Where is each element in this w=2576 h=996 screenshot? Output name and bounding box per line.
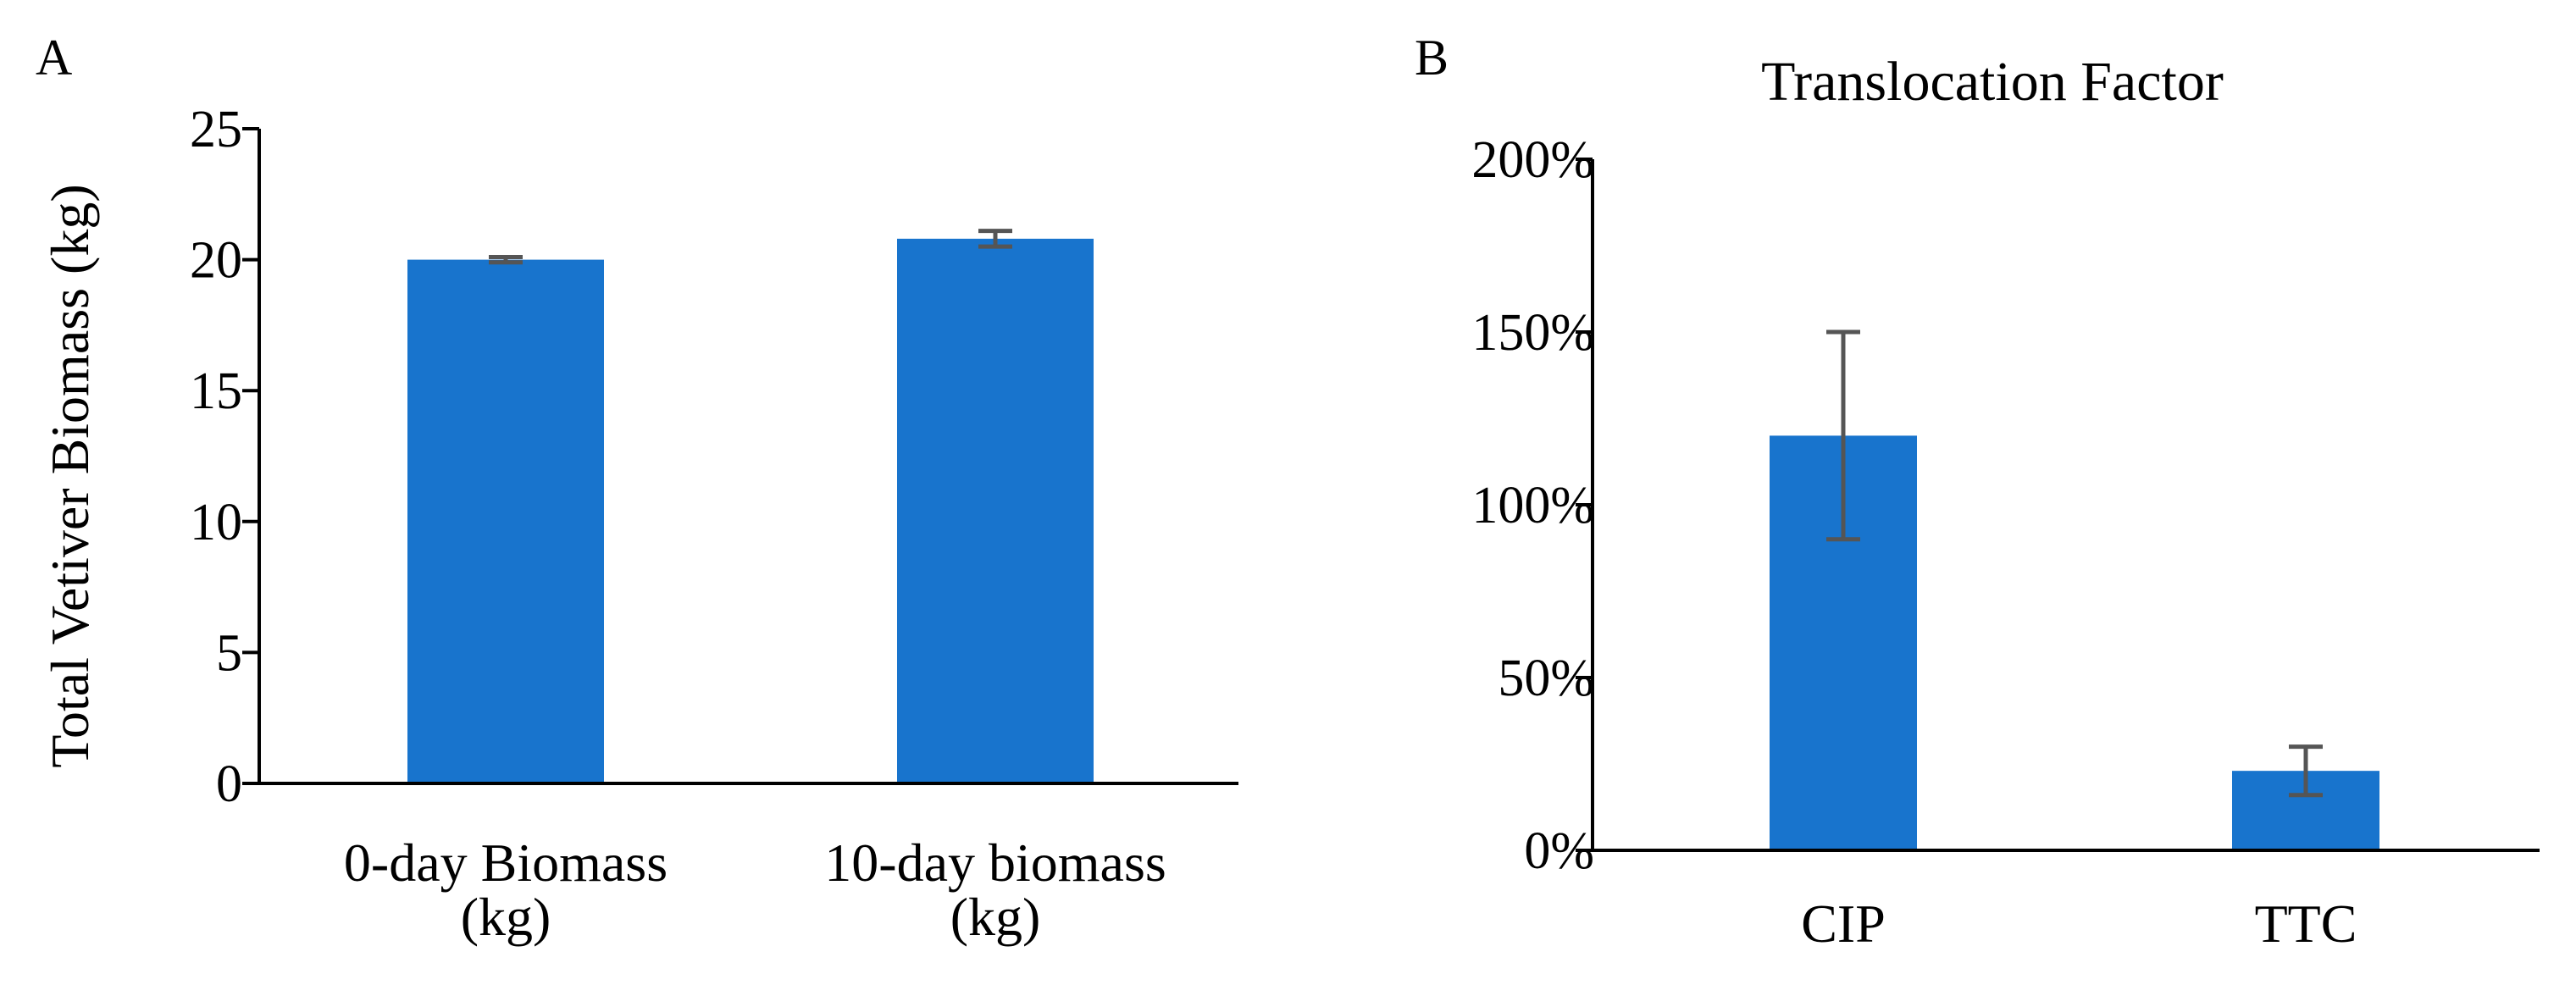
panel-b-error-bar-1 bbox=[1826, 329, 1860, 542]
panel-a-y-tick-label: 20 bbox=[190, 232, 242, 290]
panel-a-category-label-2: 10-day biomass bbox=[824, 833, 1166, 893]
panel-a-category-label-2: (kg) bbox=[950, 887, 1041, 947]
panel-a-y-ticks: 0 5 10 15 20 25 bbox=[190, 101, 259, 813]
panel-a-y-tick-label: 5 bbox=[216, 624, 242, 682]
panel-a-category-label-1: (kg) bbox=[461, 887, 551, 947]
panel-a-category-labels: 0-day Biomass(kg)10-day biomass(kg) bbox=[344, 833, 1166, 947]
panel-a-y-tick-label: 0 bbox=[216, 755, 242, 813]
panel-b-error-bar-2 bbox=[2289, 744, 2323, 798]
panel-a-letter: A bbox=[36, 30, 72, 86]
panel-a-y-axis-title: Total Vetiver Biomass (kg) bbox=[40, 184, 100, 767]
panel-a-bar-2 bbox=[897, 238, 1094, 783]
panel-b-category-label-2: TTC bbox=[2255, 894, 2357, 954]
panel-b-y-tick-label: 200% bbox=[1471, 131, 1594, 189]
panel-b-chart-title: Translocation Factor bbox=[1761, 51, 2224, 113]
panel-b-category-label-1: CIP bbox=[1801, 894, 1886, 954]
panel-a-bar-1 bbox=[407, 259, 604, 784]
panel-b-category-labels: CIP TTC bbox=[1801, 894, 2357, 954]
panel-b-y-tick-label: 0% bbox=[1524, 822, 1594, 880]
panel-a-y-tick-label: 25 bbox=[190, 101, 242, 158]
panel-b-bars bbox=[1770, 435, 2379, 850]
panel-b-bar-chart: B Translocation Factor 0% 50% 100% 150% 200%… bbox=[1415, 30, 2540, 954]
panel-a-error-bar-1 bbox=[489, 255, 523, 265]
panel-a-bars bbox=[407, 238, 1094, 784]
panel-a-bar-chart: A Total Vetiver Biomass (kg) 0510152025 … bbox=[36, 30, 1238, 947]
panel-b-letter: B bbox=[1415, 30, 1449, 86]
panel-a-y-tick-label: 15 bbox=[190, 362, 242, 420]
panel-b-error-bars bbox=[1826, 329, 2323, 798]
panel-b-y-ticks: 0% 50% 100% 150% 200% bbox=[1471, 131, 1594, 880]
panel-a-error-bar-2 bbox=[978, 229, 1012, 249]
panel-a-y-tick-label: 10 bbox=[190, 494, 242, 551]
panel-b-y-tick-label: 100% bbox=[1471, 477, 1594, 534]
panel-b-y-tick-label: 150% bbox=[1471, 304, 1594, 362]
panel-a-category-label-1: 0-day Biomass bbox=[344, 833, 668, 893]
panel-a-error-bars bbox=[489, 229, 1012, 265]
panel-b-y-tick-label: 50% bbox=[1498, 650, 1594, 707]
